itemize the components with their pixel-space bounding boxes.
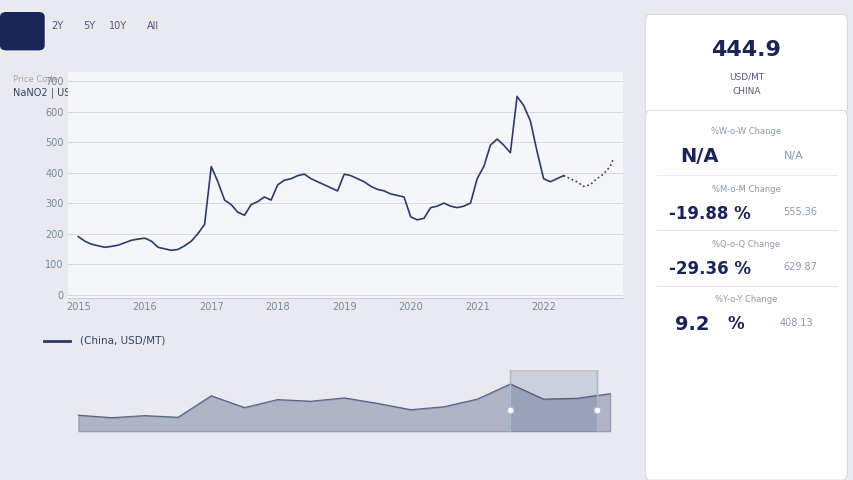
Text: -29.36 %: -29.36 % — [668, 260, 750, 278]
Text: %Y-o-Y Change: %Y-o-Y Change — [714, 296, 777, 304]
Text: Price Code: Price Code — [13, 74, 58, 84]
Text: %W-o-W Change: %W-o-W Change — [711, 128, 780, 136]
Text: 555.36: 555.36 — [782, 207, 816, 217]
Text: All: All — [147, 21, 159, 31]
Text: 1Y: 1Y — [19, 21, 31, 31]
Bar — [510, 370, 596, 432]
Text: %: % — [727, 315, 743, 333]
Text: %M-o-M Change: %M-o-M Change — [711, 185, 780, 194]
Text: -19.88 %: -19.88 % — [668, 204, 750, 223]
Text: 10Y: 10Y — [108, 21, 126, 31]
Text: NaNO2 | USD/MT | China: NaNO2 | USD/MT | China — [13, 88, 133, 98]
FancyBboxPatch shape — [645, 110, 846, 480]
Text: USD/MT: USD/MT — [728, 72, 763, 81]
FancyBboxPatch shape — [0, 12, 44, 50]
Text: 9.2: 9.2 — [675, 314, 709, 334]
Text: CHINA: CHINA — [731, 87, 760, 96]
Text: N/A: N/A — [679, 146, 717, 166]
Text: 408.13: 408.13 — [778, 318, 812, 327]
Text: 5Y: 5Y — [83, 21, 95, 31]
Text: 444.9: 444.9 — [711, 40, 780, 60]
Text: 629.87: 629.87 — [782, 263, 816, 272]
Text: %Q-o-Q Change: %Q-o-Q Change — [711, 240, 780, 249]
FancyBboxPatch shape — [645, 14, 846, 115]
Text: 2Y: 2Y — [51, 21, 63, 31]
Text: (China, USD/MT): (China, USD/MT) — [80, 336, 165, 346]
Text: N/A: N/A — [783, 151, 803, 161]
